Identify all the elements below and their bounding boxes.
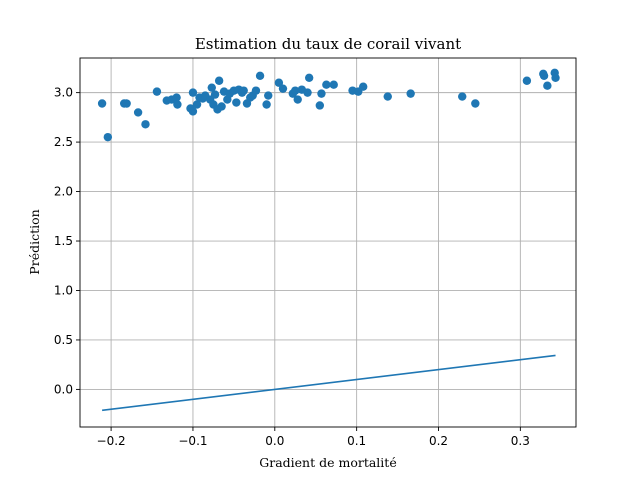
scatter-point (329, 80, 338, 89)
scatter-point (278, 84, 288, 93)
scatter-point (207, 83, 216, 92)
scatter-point (317, 89, 326, 98)
scatter-point (304, 73, 314, 82)
scatter-point (232, 98, 241, 107)
y-tick-label: 1.5 (54, 234, 73, 248)
scatter-point (383, 92, 392, 101)
scatter-point (210, 90, 220, 99)
scatter-point (141, 120, 150, 129)
scatter-point (172, 93, 181, 102)
scatter-point (97, 99, 107, 108)
scatter-point (543, 81, 552, 90)
scatter-point (293, 95, 302, 104)
scatter-point (471, 99, 480, 108)
scatter-point (133, 108, 143, 117)
y-tick-label: 0.0 (54, 382, 73, 396)
x-axis-label: Gradient de mortalité (259, 455, 396, 470)
scatter-point (188, 107, 198, 116)
y-tick-label: 3.0 (54, 86, 73, 100)
scatter-point (255, 71, 265, 81)
scatter-point (315, 101, 325, 110)
fit-line-path (102, 354, 556, 412)
grid (80, 58, 576, 427)
x-tick-label: −0.2 (97, 434, 126, 448)
y-tick-label: 1.0 (54, 283, 73, 297)
scatter-point (406, 89, 415, 98)
fit-line (102, 354, 556, 412)
scatter-point (458, 92, 467, 101)
y-tick-label: 2.0 (54, 185, 73, 199)
scatter-point (217, 102, 226, 111)
scatter-points (97, 68, 560, 142)
scatter-point (264, 91, 273, 100)
chart-title: Estimation du taux de corail vivant (195, 35, 461, 53)
scatter-point (358, 82, 368, 91)
scatter-point (322, 80, 331, 89)
x-tick-label: 0.3 (511, 434, 530, 448)
scatter-point (274, 78, 284, 87)
x-tick-label: −0.1 (178, 434, 207, 448)
y-axis-label: Prédiction (27, 209, 42, 274)
scatter-point (239, 86, 248, 95)
x-tick-label: 0.2 (429, 434, 448, 448)
scatter-point (173, 100, 182, 109)
x-tick-label: 0.0 (265, 434, 284, 448)
scatter-point (551, 73, 560, 82)
x-tick-label: 0.1 (347, 434, 366, 448)
y-tick-label: 2.5 (54, 135, 73, 149)
y-tick-label: 0.5 (54, 333, 73, 347)
scatter-point (262, 100, 271, 109)
scatter-point (192, 100, 202, 109)
scatter-point (214, 76, 224, 85)
scatter-point (152, 87, 162, 96)
scatter-point (539, 71, 549, 81)
scatter-point (251, 86, 261, 95)
scatter-point (303, 88, 312, 97)
scatter-point (522, 76, 532, 85)
scatter-point (103, 132, 113, 142)
scatter-point (291, 86, 300, 95)
scatter-point (188, 88, 198, 97)
plot-frame (79, 57, 577, 428)
scatter-point (122, 99, 131, 108)
axis-ticks: −0.2 −0.1 0.0 0.1 0.2 0.3 0.0 0.5 1.0 1.5 2.0 2.5 3.… (54, 86, 530, 448)
